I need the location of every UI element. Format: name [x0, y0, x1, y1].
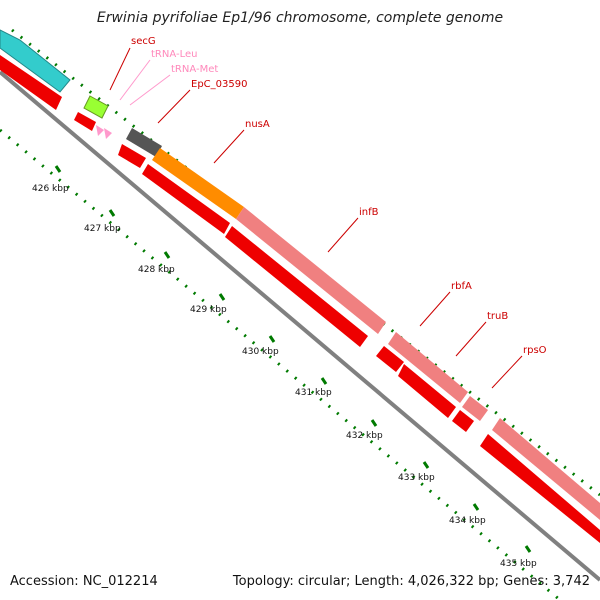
nusA-block [152, 148, 244, 219]
cds-arrow-rpsO [480, 434, 600, 543]
tick-mark [218, 293, 226, 301]
secG-block [83, 95, 109, 119]
tick-mark [108, 209, 116, 217]
tick-mark [422, 461, 430, 469]
rpsO-block [492, 418, 600, 520]
trna-met-leader [129, 74, 171, 106]
label-secG: secG [131, 36, 156, 47]
tick-mark [54, 165, 62, 173]
truB-block [462, 396, 488, 421]
tick-mark [268, 335, 276, 343]
tick-label-426: 426 kbp [32, 184, 69, 194]
nusA-leader [213, 129, 245, 164]
tick-label-434: 434 kbp [449, 516, 486, 526]
label-truB: truB [487, 311, 508, 322]
label-infB: infB [359, 207, 379, 218]
cds-arrow-truB [452, 410, 474, 432]
label-epc: EpC_03590 [191, 79, 247, 90]
rbfA-leader [419, 291, 451, 327]
epc-leader [157, 89, 191, 124]
label-trna-leu: tRNA-Leu [151, 49, 197, 60]
tick-label-431: 431 kbp [295, 388, 332, 398]
tick-label-432: 432 kbp [346, 431, 383, 441]
secG-leader [109, 47, 131, 91]
map-title: Erwinia pyrifoliae Ep1/96 chromosome, co… [96, 10, 504, 26]
tick-label-427: 427 kbp [84, 224, 121, 234]
cds-arrow-infB [225, 226, 368, 347]
tick-label-428: 428 kbp [138, 265, 175, 275]
label-trna-met: tRNA-Met [171, 64, 218, 75]
tick-mark [472, 503, 480, 511]
tick-mark [163, 251, 171, 259]
inner-tick-track [0, 128, 561, 600]
tick-mark [524, 545, 532, 553]
tick-label-433: 433 kbp [398, 473, 435, 483]
label-nusA: nusA [245, 119, 270, 130]
label-rbfA: rbfA [451, 281, 472, 292]
trna-leu-arrow [96, 125, 104, 136]
tick-mark [320, 377, 328, 385]
rbfA-block [388, 332, 468, 403]
cds-arrow-rbfA-2 [398, 364, 456, 418]
cds-arrow-small-1 [74, 112, 96, 131]
genome-summary-text: Topology: circular; Length: 4,026,322 bp… [232, 574, 590, 589]
cds-arrow-rbfA [376, 346, 404, 372]
tick-label-435: 435 kbp [500, 559, 537, 569]
infB-leader [327, 217, 359, 253]
tick-mark [370, 419, 378, 427]
accession-text: Accession: NC_012214 [10, 574, 158, 589]
genome-backbone-line [0, 70, 600, 582]
tick-label-430: 430 kbp [242, 347, 279, 357]
cds-arrow-epc [118, 144, 146, 168]
rrna-block [0, 29, 71, 93]
cds-arrow-left [0, 55, 62, 110]
epc-block [126, 128, 162, 157]
cds-arrow-nusA [142, 164, 230, 234]
trna-leu-leader [119, 59, 151, 101]
rpsO-leader [491, 355, 523, 389]
tick-label-429: 429 kbp [190, 305, 227, 315]
trna-met-arrow [104, 128, 112, 139]
infB-block [236, 207, 386, 334]
truB-leader [455, 321, 487, 357]
label-rpsO: rpsO [523, 345, 547, 356]
